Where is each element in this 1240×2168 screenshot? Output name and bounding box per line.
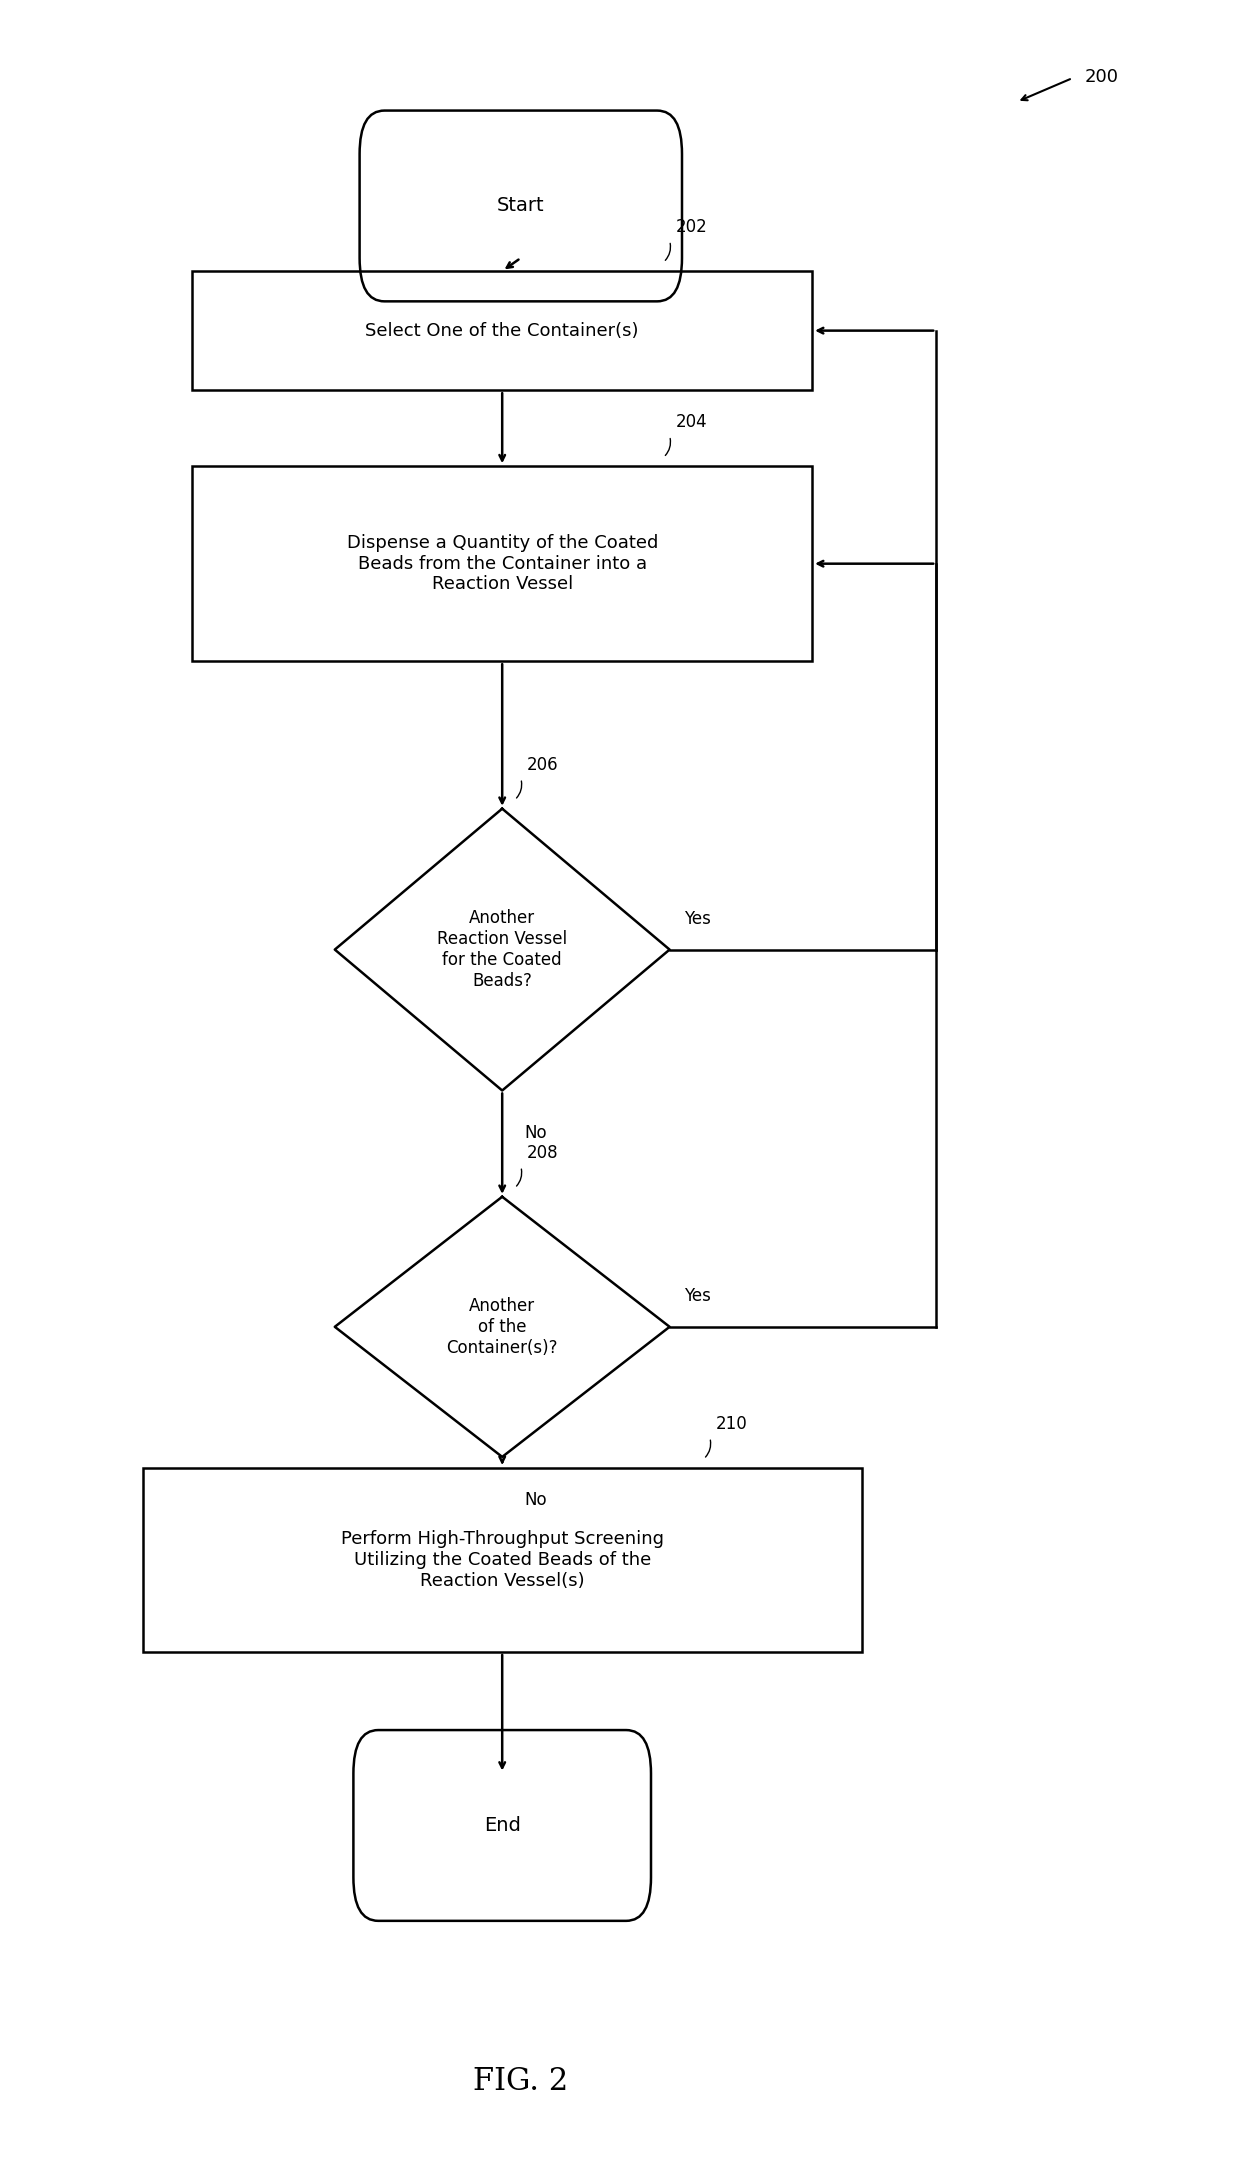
Text: 202: 202	[676, 219, 708, 236]
Text: Another
Reaction Vessel
for the Coated
Beads?: Another Reaction Vessel for the Coated B…	[438, 908, 567, 991]
Text: Start: Start	[497, 197, 544, 215]
Text: End: End	[484, 1817, 521, 1834]
Text: 204: 204	[676, 414, 708, 431]
Text: 208: 208	[527, 1145, 559, 1162]
Text: No: No	[525, 1125, 547, 1143]
Text: FIG. 2: FIG. 2	[474, 2066, 568, 2096]
Text: Select One of the Container(s): Select One of the Container(s)	[366, 321, 639, 340]
Text: 210: 210	[715, 1416, 748, 1433]
Text: Perform High-Throughput Screening
Utilizing the Coated Beads of the
Reaction Ves: Perform High-Throughput Screening Utiliz…	[341, 1531, 663, 1589]
Text: No: No	[525, 1492, 547, 1509]
Text: 206: 206	[527, 757, 559, 774]
Text: Yes: Yes	[684, 911, 712, 928]
Text: Another
of the
Container(s)?: Another of the Container(s)?	[446, 1296, 558, 1357]
Text: 200: 200	[1085, 69, 1118, 87]
Text: Yes: Yes	[684, 1288, 712, 1305]
Text: Dispense a Quantity of the Coated
Beads from the Container into a
Reaction Vesse: Dispense a Quantity of the Coated Beads …	[346, 533, 658, 594]
